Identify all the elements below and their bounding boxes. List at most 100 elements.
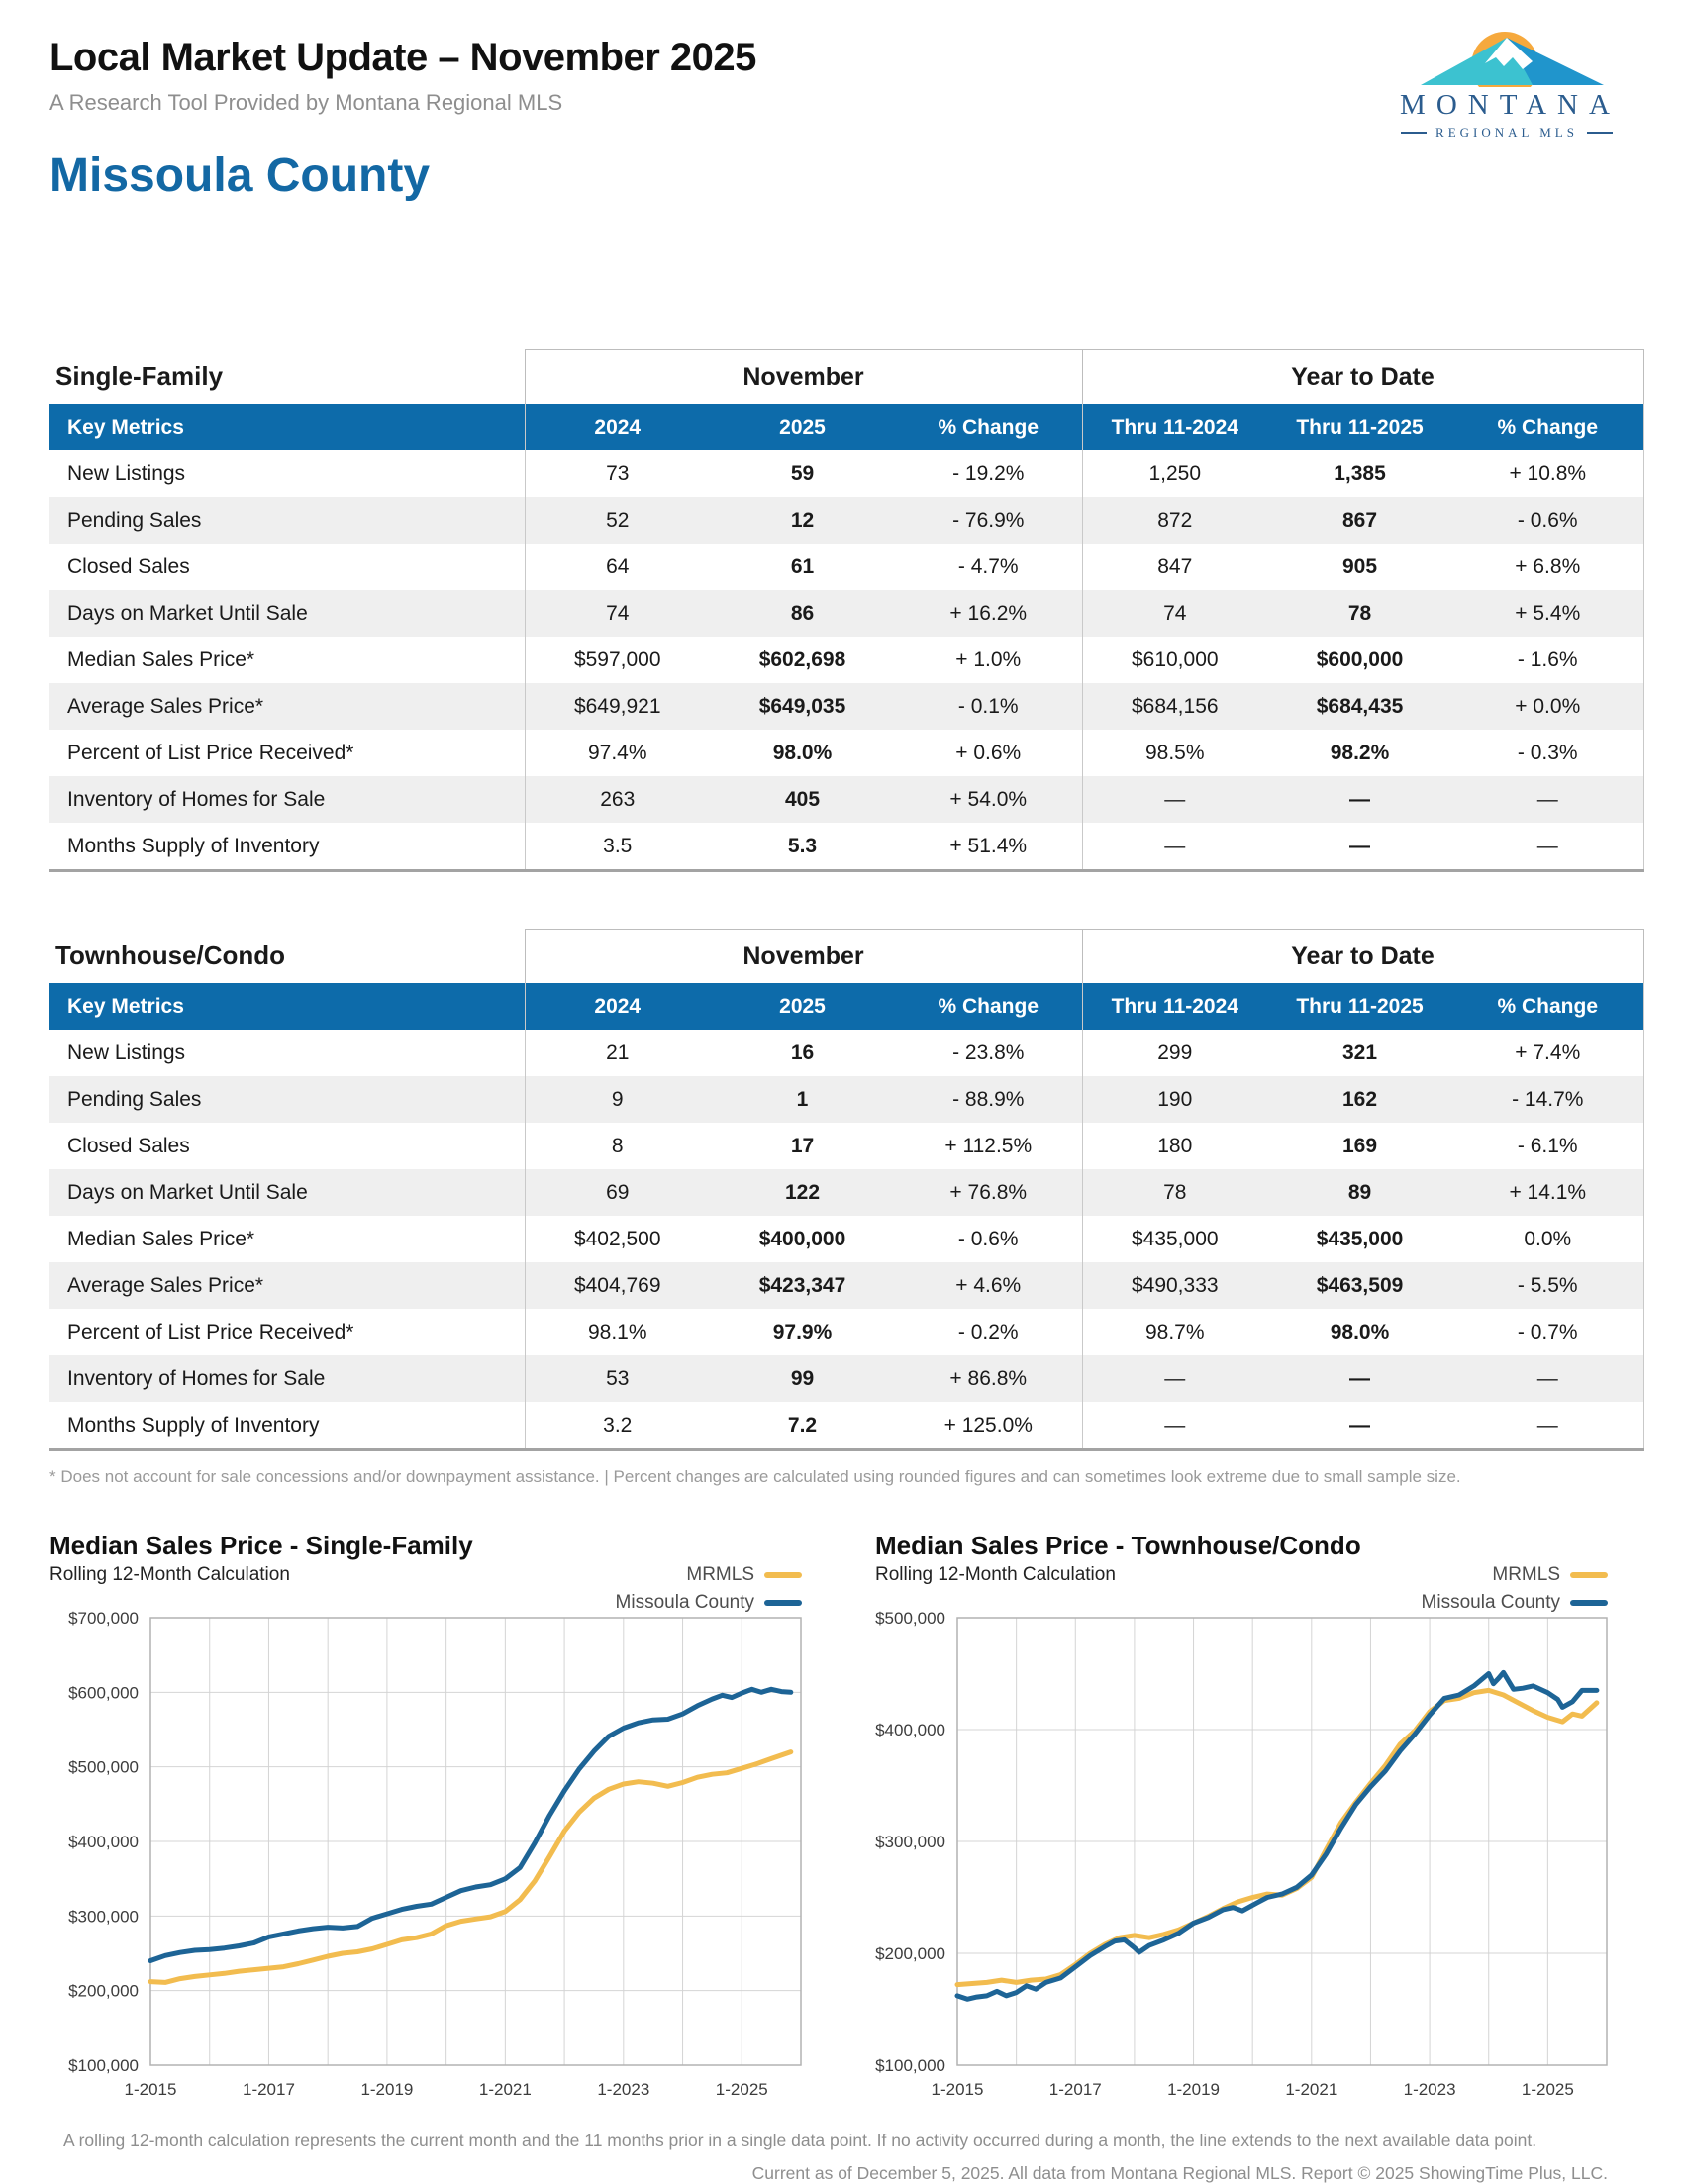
metric-value: — <box>1452 1402 1644 1450</box>
metric-label: Average Sales Price* <box>67 1273 264 1297</box>
metric-value: 98.0% <box>1330 1320 1390 1343</box>
metric-value: $684,435 <box>1316 694 1404 718</box>
metric-value: 7.2 <box>787 1413 818 1437</box>
column-header: Thru 11-2025 <box>1267 404 1453 450</box>
legend-swatch <box>1570 1600 1608 1606</box>
metric-value: 53 <box>524 1355 710 1402</box>
metric-value: - 19.2% <box>952 461 1025 485</box>
metric-value: - 5.5% <box>1452 1262 1644 1309</box>
metric-value: — <box>1081 823 1268 871</box>
metric-value: 69 <box>524 1169 710 1216</box>
table-row: Percent of List Price Received* 98.1% 97.9… <box>50 1309 1644 1355</box>
metric-value: + 10.8% <box>1452 450 1644 497</box>
column-header: % Change <box>895 983 1083 1030</box>
x-tick-label: 1-2015 <box>125 2080 177 2099</box>
metric-value: 847 <box>1081 544 1268 590</box>
table-row: New Listings 73 59 - 19.2% 1,250 1,385 + 10.8% <box>50 450 1644 497</box>
metric-label: Closed Sales <box>67 554 190 578</box>
column-header: 2025 <box>710 404 895 450</box>
metric-value: + 4.6% <box>955 1273 1022 1297</box>
legend-label: MRMLS <box>686 1564 754 1585</box>
metric-value: $649,921 <box>524 683 710 730</box>
legend-swatch <box>764 1572 802 1578</box>
metric-value: + 14.1% <box>1452 1169 1644 1216</box>
y-tick-label: $400,000 <box>875 1721 945 1739</box>
title-block: Local Market Update – November 2025 A Re… <box>50 24 756 116</box>
chart-subtitle: Rolling 12-Month Calculation <box>50 1564 290 1585</box>
metric-value: 321 <box>1341 1041 1378 1064</box>
metric-value: 17 <box>790 1134 815 1157</box>
metric-value: 86 <box>790 601 815 625</box>
metric-value: $400,000 <box>758 1227 846 1250</box>
metric-value: 5.3 <box>787 834 818 857</box>
metric-value: 1,250 <box>1081 450 1268 497</box>
y-tick-label: $200,000 <box>68 1982 139 2001</box>
metric-label: Median Sales Price* <box>67 1227 255 1250</box>
metric-value: — <box>1081 1355 1268 1402</box>
metric-value: + 7.4% <box>1452 1030 1644 1076</box>
metric-value: - 0.3% <box>1452 730 1644 776</box>
table-title: Single-Family <box>50 349 525 404</box>
table-row: Months Supply of Inventory 3.2 7.2 + 125.0%… <box>50 1402 1644 1450</box>
metric-label: Inventory of Homes for Sale <box>67 787 326 811</box>
metric-value: 59 <box>790 461 815 485</box>
group-header-november: November <box>524 929 1083 983</box>
copyright-note: Current as of December 5, 2025. All data… <box>751 2163 1608 2183</box>
column-header-row: Key Metrics 2024 2025 % Change Thru 11-2… <box>50 983 1644 1030</box>
metric-value: + 0.6% <box>955 741 1022 764</box>
metric-label: New Listings <box>67 461 186 485</box>
metric-value: 98.7% <box>1081 1309 1268 1355</box>
legend-item: Missoula County <box>616 1592 802 1614</box>
y-tick-label: $100,000 <box>68 2056 139 2075</box>
metric-label: Inventory of Homes for Sale <box>67 1366 326 1390</box>
table-footnote: * Does not account for sale concessions … <box>50 1467 1461 1486</box>
table-row: Pending Sales 52 12 - 76.9% 872 867 - 0.6% <box>50 497 1644 544</box>
metric-value: - 0.7% <box>1452 1309 1644 1355</box>
metric-value: + 16.2% <box>949 601 1028 625</box>
table-row: Median Sales Price* $597,000 $602,698 + 1.0… <box>50 637 1644 683</box>
metric-label: New Listings <box>67 1041 186 1064</box>
legend-label: MRMLS <box>1492 1564 1560 1585</box>
metric-value: $435,000 <box>1316 1227 1404 1250</box>
metric-value: — <box>1081 776 1268 823</box>
chart-legend: MRMLS Missoula County <box>616 1564 802 1614</box>
table-row: Pending Sales 9 1 - 88.9% 190 162 - 14.7% <box>50 1076 1644 1123</box>
column-header: Thru 11-2024 <box>1081 983 1268 1030</box>
metric-label: Months Supply of Inventory <box>67 834 320 857</box>
metric-value: 52 <box>524 497 710 544</box>
column-header: Thru 11-2024 <box>1081 404 1268 450</box>
metric-value: 98.1% <box>524 1309 710 1355</box>
metric-value: - 14.7% <box>1452 1076 1644 1123</box>
column-header-row: Key Metrics 2024 2025 % Change Thru 11-2… <box>50 404 1644 450</box>
x-tick-label: 1-2025 <box>716 2080 768 2099</box>
metric-value: + 54.0% <box>949 787 1028 811</box>
tagline-rule-right <box>1586 132 1613 134</box>
metric-value: 78 <box>1081 1169 1268 1216</box>
column-header: Key Metrics <box>50 404 525 450</box>
metric-value: 21 <box>524 1030 710 1076</box>
snow-cap <box>1485 38 1533 69</box>
y-tick-label: $200,000 <box>875 1944 945 1963</box>
group-header-ytd: Year to Date <box>1081 929 1644 983</box>
column-header: 2024 <box>524 404 710 450</box>
mrmls-logo: MONTANA REGIONAL MLS <box>1366 24 1643 141</box>
metric-value: $463,509 <box>1316 1273 1404 1297</box>
metric-value: 98.0% <box>772 741 833 764</box>
y-tick-label: $300,000 <box>875 1833 945 1851</box>
metric-value: — <box>1081 1402 1268 1450</box>
legend-item: MRMLS <box>686 1564 802 1586</box>
x-tick-label: 1-2023 <box>1404 2080 1456 2099</box>
group-header-row: Single-Family November Year to Date <box>50 349 1644 404</box>
metric-value: 872 <box>1081 497 1268 544</box>
single-family-table-section: Single-Family November Year to Date Key … <box>50 349 1683 872</box>
metric-value: — <box>1349 834 1371 857</box>
metric-value: 98.5% <box>1081 730 1268 776</box>
legend-label: Missoula County <box>615 1592 754 1613</box>
group-header-ytd: Year to Date <box>1081 349 1644 404</box>
x-tick-label: 1-2025 <box>1522 2080 1574 2099</box>
metric-value: - 0.6% <box>1452 497 1644 544</box>
metric-value: 299 <box>1081 1030 1268 1076</box>
table-row: Average Sales Price* $404,769 $423,347 + 4.… <box>50 1262 1644 1309</box>
table-row: New Listings 21 16 - 23.8% 299 321 + 7.4% <box>50 1030 1644 1076</box>
